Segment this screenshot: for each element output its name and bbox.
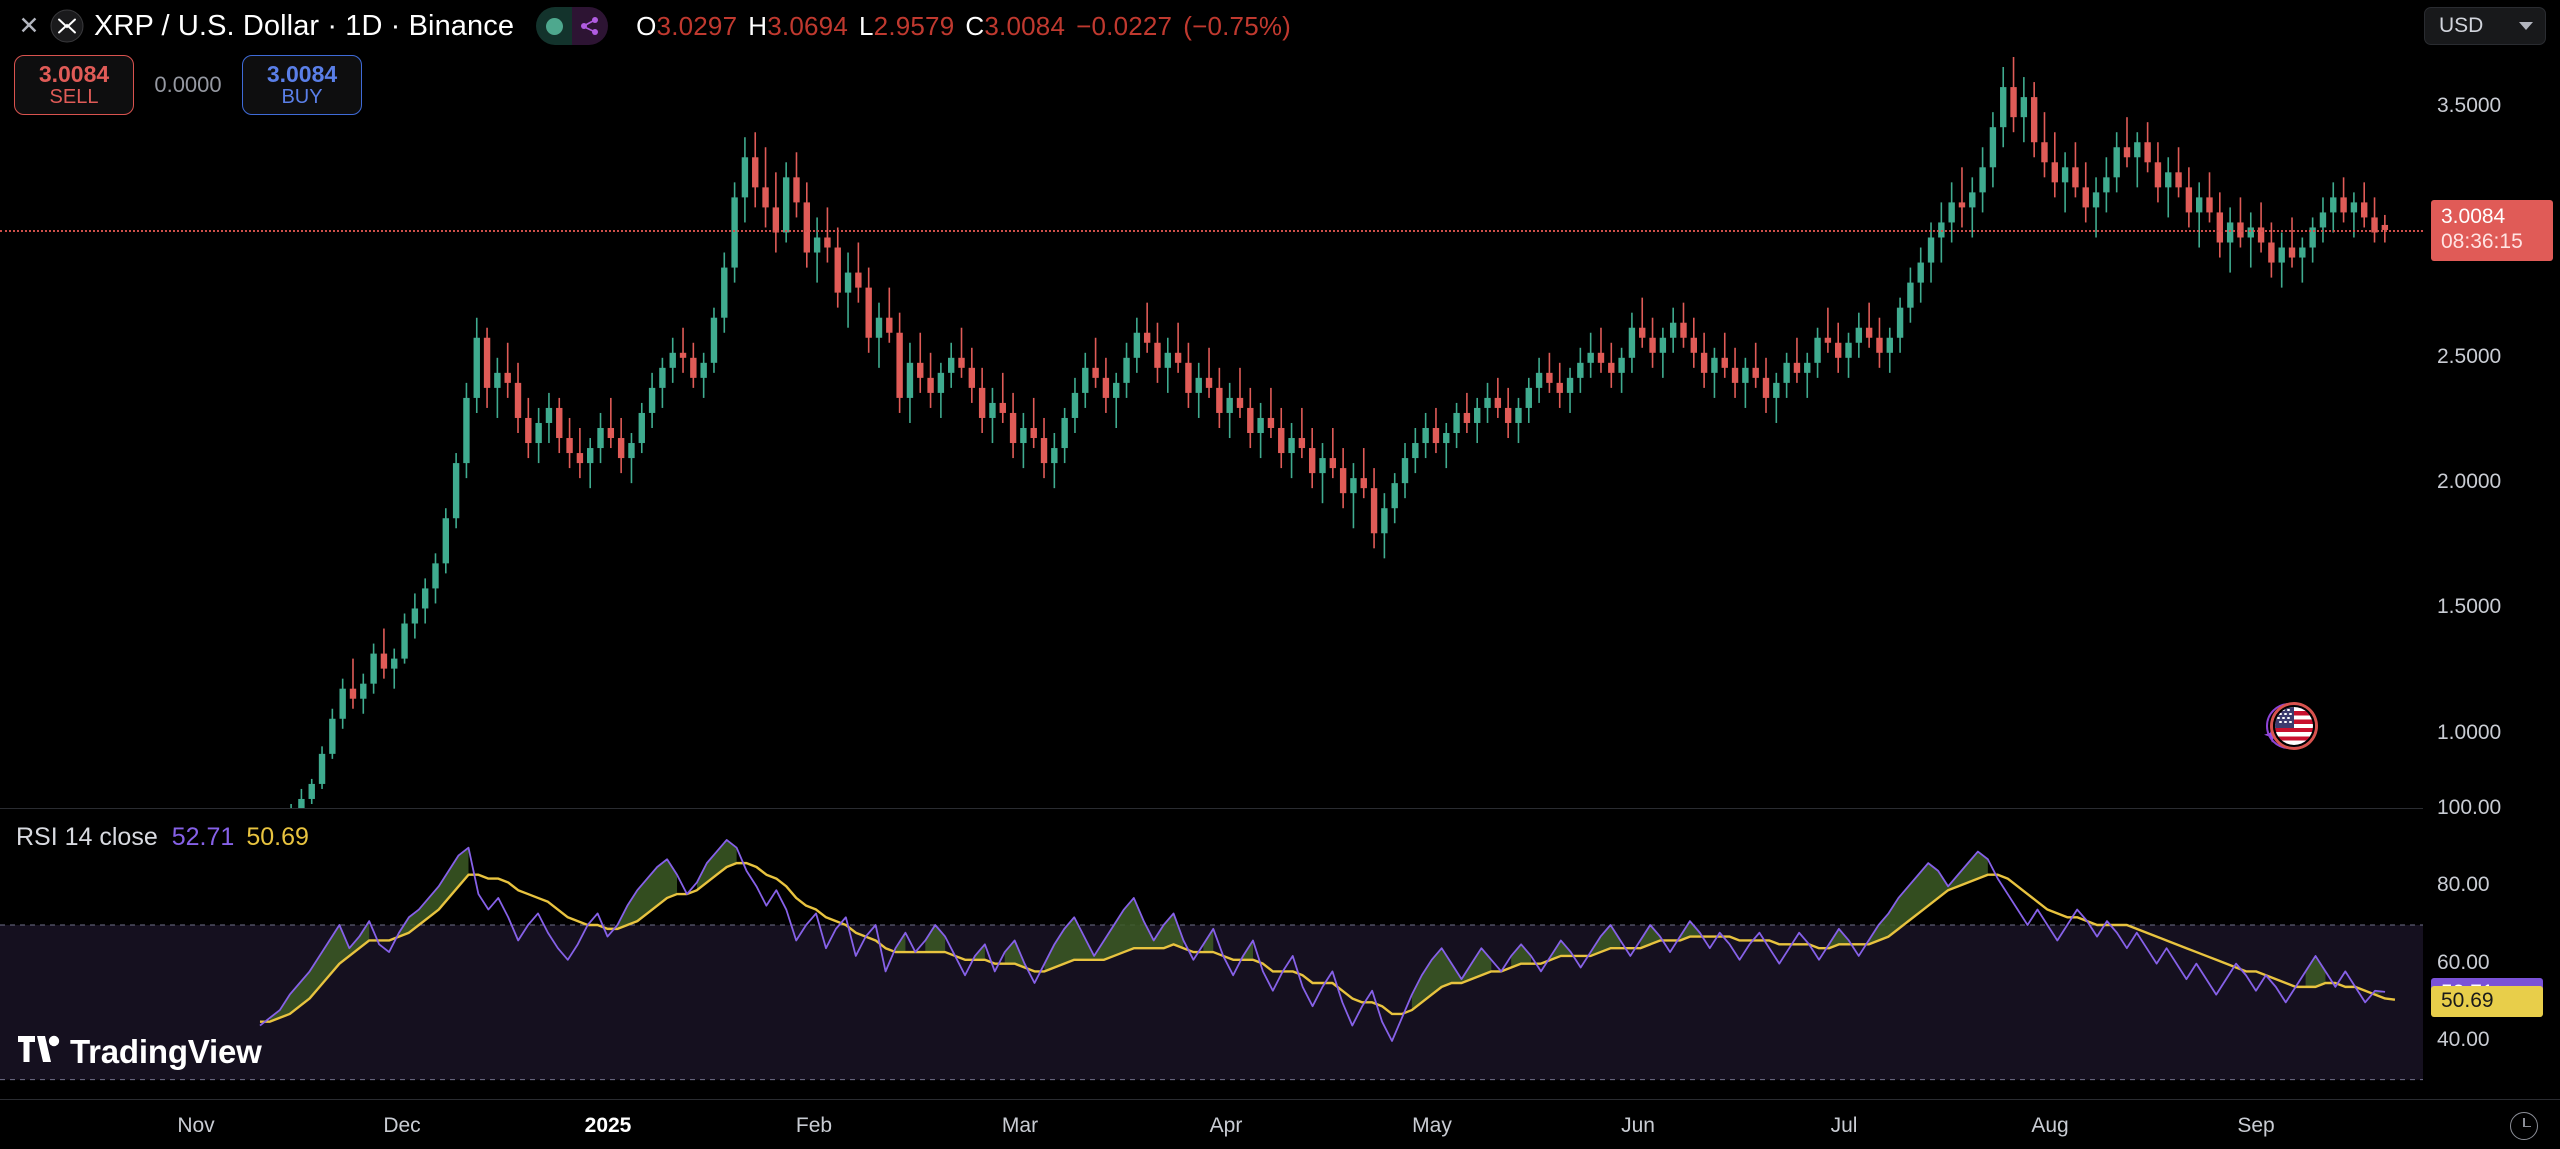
buy-price: 3.0084 [266,60,338,87]
time-axis-tick: Sep [2237,1114,2275,1137]
spread-value: 0.0000 [154,72,222,97]
time-axis-tick: Nov [177,1114,215,1137]
candlestick-series [290,57,2389,809]
price-axis-tick: 1.0000 [2437,720,2502,744]
buy-button[interactable]: 3.0084 BUY [242,55,362,115]
rsi-legend[interactable]: RSI 14 close 52.71 50.69 [16,823,309,852]
ohlc-low-value: 2.9579 [873,10,955,41]
time-axis-tick: Feb [795,1114,833,1137]
xrp-logo-icon [50,9,84,43]
sell-price: 3.0084 [38,60,110,87]
chart-header: ✕ XRP / U.S. Dollar · 1D · Binance [0,0,2560,52]
price-axis-tick: 3.5000 [2437,94,2502,118]
ohlc-high-label: H [748,10,768,41]
us-flag-economic-event-icon[interactable] [2264,701,2320,757]
pane-separator[interactable] [0,808,2423,809]
current-price-line [0,230,2423,233]
time-axis-tick: Dec [383,1114,421,1137]
rsi-ma-legend-value: 50.69 [246,823,309,851]
trade-panel: 3.0084 SELL 0.0000 3.0084 BUY [14,55,362,115]
ohlc-close-label: C [965,10,985,41]
rsi-axis-tick: 80.00 [2437,873,2490,897]
sell-button[interactable]: 3.0084 SELL [14,55,134,115]
ohlc-change-percent: (−0.75%) [1183,10,1292,41]
currency-label: USD [2439,14,2484,37]
current-price-badge: 3.0084 08:36:15 [2431,200,2553,261]
current-price-value: 3.0084 [2441,205,2506,229]
rsi-axis-tick: 60.00 [2437,950,2490,974]
ohlc-high-value: 3.0694 [767,10,848,41]
tradingview-logo-text: TradingView [70,1032,262,1070]
rsi-legend-value: 52.71 [171,823,235,851]
buy-label: BUY [281,86,323,109]
bar-countdown: 08:36:15 [2441,230,2523,254]
price-axis-tick: 2.5000 [2437,344,2502,368]
header-badges [536,7,609,45]
sell-label: SELL [49,86,99,109]
rsi-series [0,839,2423,1081]
time-axis-tick: 2025 [584,1114,632,1137]
rsi-axis-tick: 40.00 [2437,1028,2490,1051]
time-axis-tick: Jul [1830,1114,1858,1137]
ohlc-values: O3.0297 H3.0694 L2.9579 C3.0084 −0.0227 (−0.7… [636,11,1291,42]
time-axis[interactable]: Nov Dec 2025 Feb Mar Apr May Jun Jul Aug Sep [0,1099,2560,1149]
time-axis-tick: Apr [1209,1114,1243,1137]
rsi-legend-title: RSI 14 close [16,823,158,851]
time-axis-tick: Mar [1001,1114,1039,1137]
currency-select[interactable]: USD [2424,7,2546,45]
ohlc-open-label: O [636,10,657,41]
time-axis-tick: Aug [2031,1114,2069,1137]
symbol-title[interactable]: XRP / U.S. Dollar · 1D · Binance [94,9,515,42]
ohlc-open-value: 3.0297 [656,10,738,41]
rsi-pane[interactable]: RSI 14 close 52.71 50.69 [0,809,2423,1099]
price-axis-tick: 1.5000 [2437,595,2502,619]
close-icon[interactable]: ✕ [18,11,40,40]
price-axis-tick: 2.0000 [2437,470,2502,494]
ohlc-close-value: 3.0084 [984,10,1066,41]
rsi-axis-tick: 100.00 [2437,796,2502,819]
tradingview-logo-icon [18,1032,60,1071]
share-nodes-icon[interactable] [572,7,609,45]
tradingview-logo[interactable]: TradingView [18,1032,262,1071]
time-axis-tick: Jun [1621,1114,1655,1137]
clock-settings-icon[interactable] [2510,1112,2538,1140]
rsi-ma-value-badge: 50.69 [2431,985,2543,1017]
price-axis[interactable]: 3.0084 08:36:15 3.5000 2.5000 2.0000 1.5000… [2423,52,2560,809]
status-dot-icon[interactable] [536,7,573,45]
price-chart-pane[interactable] [0,52,2423,809]
ohlc-change-absolute: −0.0227 [1076,10,1173,41]
ohlc-low-label: L [858,10,874,41]
time-axis-tick: May [1412,1114,1452,1137]
chevron-down-icon [2519,22,2533,30]
